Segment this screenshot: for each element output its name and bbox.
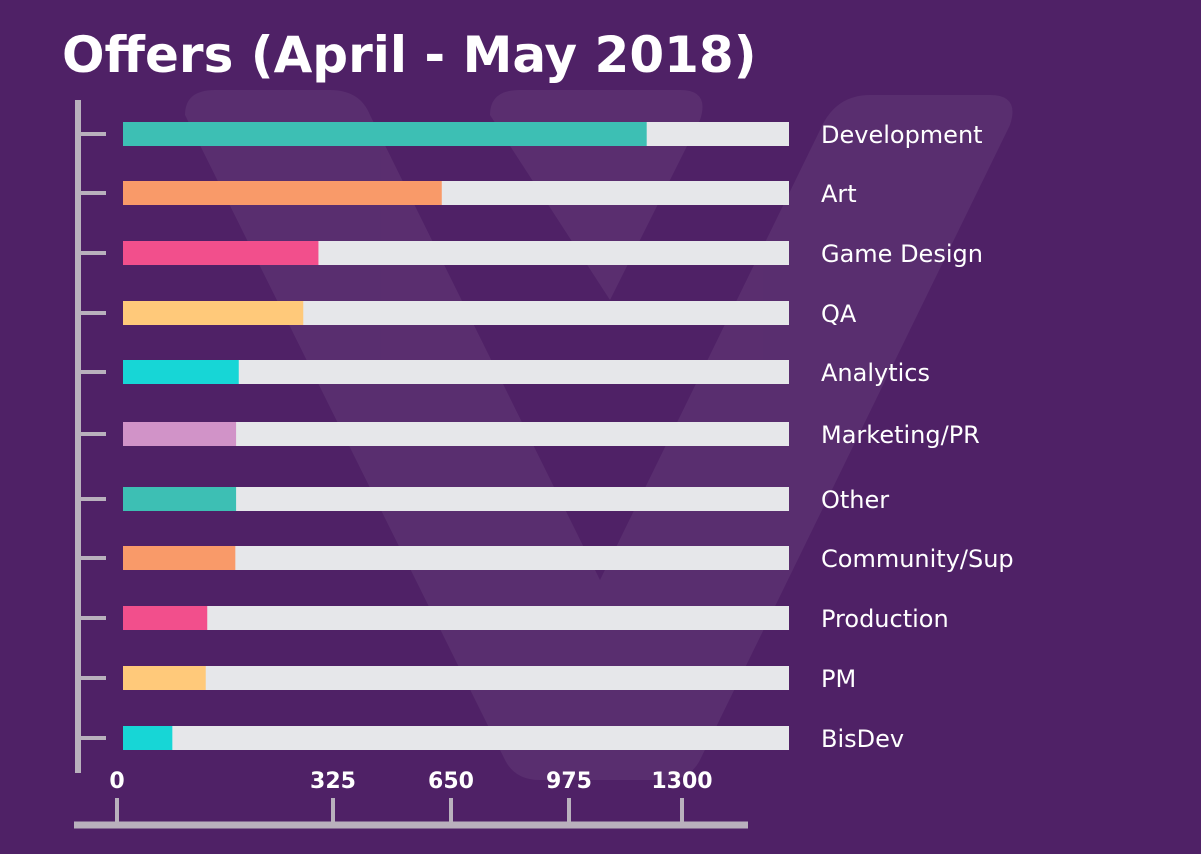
bar-track (123, 606, 789, 630)
category-label: Community/Sup (821, 545, 1014, 573)
category-label: Marketing/PR (821, 421, 980, 449)
x-tick-label: 650 (428, 769, 474, 794)
chart-title: Offers (April - May 2018) (62, 26, 757, 84)
bar (123, 241, 319, 265)
bar (123, 666, 206, 690)
category-label: Game Design (821, 240, 983, 268)
bar (123, 487, 237, 511)
x-tick-label: 325 (310, 769, 356, 794)
bar (123, 726, 173, 750)
bar (123, 181, 442, 205)
category-label: Other (821, 486, 889, 514)
x-axis: 0 325 650 975 1300 (74, 769, 748, 829)
category-label: BisDev (821, 725, 904, 753)
x-tick-label: 1300 (651, 769, 712, 794)
bar (123, 546, 236, 570)
bar (123, 360, 239, 384)
category-label: Analytics (821, 359, 930, 387)
category-label: QA (821, 300, 857, 328)
bar (123, 301, 304, 325)
x-tick-label: 975 (546, 769, 592, 794)
category-label: Art (821, 180, 857, 208)
category-label: Production (821, 605, 949, 633)
bars-group (123, 122, 789, 750)
category-labels: Development Art Game Design QA Analytics Mark… (821, 121, 1014, 753)
bar-track (123, 666, 789, 690)
bar (123, 122, 647, 146)
x-tick-label: 0 (109, 769, 124, 794)
category-label: Development (821, 121, 983, 149)
bar (123, 422, 237, 446)
y-axis (75, 100, 106, 773)
bar-track (123, 726, 789, 750)
bar (123, 606, 208, 630)
category-label: PM (821, 665, 856, 693)
